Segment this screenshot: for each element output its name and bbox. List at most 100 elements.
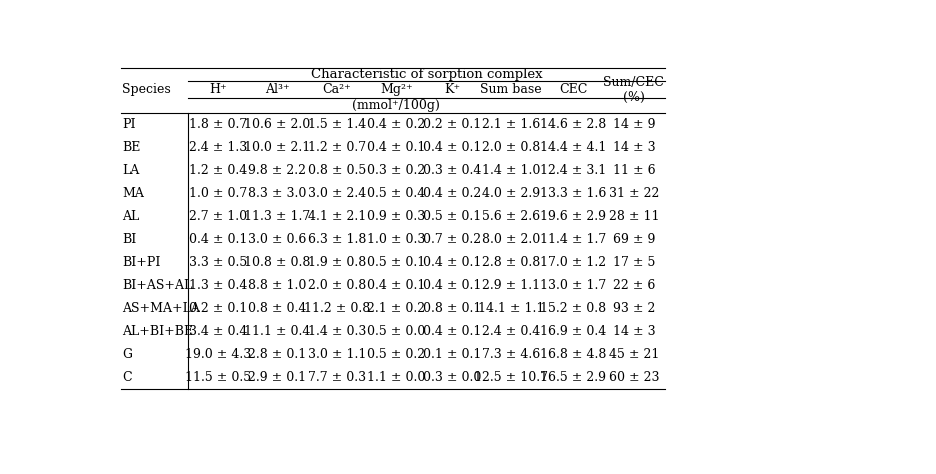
Text: 0.5 ± 0.0: 0.5 ± 0.0 [367,325,425,338]
Text: 0.2 ± 0.1: 0.2 ± 0.1 [189,302,247,315]
Text: 17.0 ± 1.2: 17.0 ± 1.2 [540,256,607,269]
Text: 1.9 ± 0.8: 1.9 ± 0.8 [308,256,366,269]
Text: 0.4 ± 0.2: 0.4 ± 0.2 [367,118,425,131]
Text: Sum/CEC
(%): Sum/CEC (%) [604,76,665,104]
Text: 2.1 ± 0.2: 2.1 ± 0.2 [367,302,425,315]
Text: 45 ± 21: 45 ± 21 [608,348,659,361]
Text: 11.4 ± 1.7: 11.4 ± 1.7 [540,233,607,246]
Text: Al³⁺: Al³⁺ [265,83,289,96]
Text: 60 ± 23: 60 ± 23 [608,372,659,384]
Text: 1.4 ± 0.3: 1.4 ± 0.3 [308,325,366,338]
Text: 10.0 ± 2.1: 10.0 ± 2.1 [244,141,311,155]
Text: 3.4 ± 0.4: 3.4 ± 0.4 [189,325,247,338]
Text: BI: BI [122,233,137,246]
Text: (mmol⁺/100g): (mmol⁺/100g) [352,99,440,112]
Text: 0.3 ± 0.2: 0.3 ± 0.2 [367,164,425,177]
Text: 28 ± 11: 28 ± 11 [608,210,659,223]
Text: 19.6 ± 2.9: 19.6 ± 2.9 [540,210,607,223]
Text: 14.1 ± 1.1: 14.1 ± 1.1 [477,302,544,315]
Text: 0.4 ± 0.1: 0.4 ± 0.1 [423,141,481,155]
Text: 16.9 ± 0.4: 16.9 ± 0.4 [540,325,607,338]
Text: 0.4 ± 0.1: 0.4 ± 0.1 [367,141,426,155]
Text: 13.3 ± 1.6: 13.3 ± 1.6 [540,187,607,201]
Text: AS+MA+LA: AS+MA+LA [122,302,200,315]
Text: 1.2 ± 0.7: 1.2 ± 0.7 [308,141,366,155]
Text: 0.5 ± 0.2: 0.5 ± 0.2 [367,348,425,361]
Text: 3.3 ± 0.5: 3.3 ± 0.5 [189,256,247,269]
Text: 2.1 ± 1.6: 2.1 ± 1.6 [482,118,540,131]
Text: 11.3 ± 1.7: 11.3 ± 1.7 [244,210,311,223]
Text: 2.8 ± 0.1: 2.8 ± 0.1 [248,348,306,361]
Text: 69 ± 9: 69 ± 9 [613,233,655,246]
Text: 13.0 ± 1.7: 13.0 ± 1.7 [540,279,607,292]
Text: 0.2 ± 0.1: 0.2 ± 0.1 [423,118,481,131]
Text: 7.7 ± 0.3: 7.7 ± 0.3 [308,372,366,384]
Text: 0.4 ± 0.2: 0.4 ± 0.2 [423,187,481,201]
Text: 2.0 ± 0.8: 2.0 ± 0.8 [482,141,540,155]
Text: 14.6 ± 2.8: 14.6 ± 2.8 [540,118,607,131]
Text: 0.5 ± 0.1: 0.5 ± 0.1 [423,210,481,223]
Text: BE: BE [122,141,140,155]
Text: C: C [122,372,132,384]
Text: H⁺: H⁺ [209,83,227,96]
Text: 12.4 ± 3.1: 12.4 ± 3.1 [540,164,607,177]
Text: 1.4 ± 1.0: 1.4 ± 1.0 [482,164,540,177]
Text: 15.2 ± 0.8: 15.2 ± 0.8 [540,302,607,315]
Text: AL+BI+BE: AL+BI+BE [122,325,193,338]
Text: 9.8 ± 2.2: 9.8 ± 2.2 [248,164,306,177]
Text: 14 ± 3: 14 ± 3 [612,141,655,155]
Text: 0.9 ± 0.3: 0.9 ± 0.3 [367,210,425,223]
Text: 1.0 ± 0.3: 1.0 ± 0.3 [367,233,426,246]
Text: 2.4 ± 0.4: 2.4 ± 0.4 [482,325,540,338]
Text: Species: Species [122,83,171,96]
Text: 0.8 ± 0.1: 0.8 ± 0.1 [423,302,481,315]
Text: 10.8 ± 0.8: 10.8 ± 0.8 [244,256,311,269]
Text: 93 ± 2: 93 ± 2 [613,302,655,315]
Text: 2.4 ± 1.3: 2.4 ± 1.3 [189,141,247,155]
Text: 6.3 ± 1.8: 6.3 ± 1.8 [308,233,366,246]
Text: 0.8 ± 0.5: 0.8 ± 0.5 [308,164,366,177]
Text: 22 ± 6: 22 ± 6 [613,279,655,292]
Text: G: G [122,348,132,361]
Text: 2.9 ± 0.1: 2.9 ± 0.1 [248,372,306,384]
Text: 16.8 ± 4.8: 16.8 ± 4.8 [540,348,607,361]
Text: 0.4 ± 0.1: 0.4 ± 0.1 [189,233,247,246]
Text: Ca²⁺: Ca²⁺ [322,83,351,96]
Text: BI+PI: BI+PI [122,256,160,269]
Text: 11 ± 6: 11 ± 6 [612,164,655,177]
Text: LA: LA [122,164,139,177]
Text: 4.0 ± 2.9: 4.0 ± 2.9 [482,187,540,201]
Text: 1.8 ± 0.7: 1.8 ± 0.7 [189,118,247,131]
Text: 7.3 ± 4.6: 7.3 ± 4.6 [482,348,540,361]
Text: 0.1 ± 0.1: 0.1 ± 0.1 [423,348,481,361]
Text: 0.3 ± 0.0: 0.3 ± 0.0 [423,372,481,384]
Text: Characteristic of sorption complex: Characteristic of sorption complex [311,68,542,81]
Text: 1.0 ± 0.7: 1.0 ± 0.7 [189,187,247,201]
Text: 11.1 ± 0.4: 11.1 ± 0.4 [244,325,311,338]
Text: 8.0 ± 2.0: 8.0 ± 2.0 [482,233,540,246]
Text: MA: MA [122,187,144,201]
Text: 31 ± 22: 31 ± 22 [608,187,659,201]
Text: K⁺: K⁺ [444,83,461,96]
Text: 2.9 ± 1.1: 2.9 ± 1.1 [482,279,540,292]
Text: 0.4 ± 0.1: 0.4 ± 0.1 [423,256,481,269]
Text: 11.2 ± 0.8: 11.2 ± 0.8 [303,302,370,315]
Text: 1.3 ± 0.4: 1.3 ± 0.4 [189,279,247,292]
Text: 4.1 ± 2.1: 4.1 ± 2.1 [308,210,366,223]
Text: 3.0 ± 0.6: 3.0 ± 0.6 [248,233,306,246]
Text: 14 ± 3: 14 ± 3 [612,325,655,338]
Text: 0.5 ± 0.4: 0.5 ± 0.4 [367,187,425,201]
Text: 12.5 ± 10.7: 12.5 ± 10.7 [474,372,548,384]
Text: 11.5 ± 0.5: 11.5 ± 0.5 [184,372,251,384]
Text: 0.7 ± 0.2: 0.7 ± 0.2 [423,233,481,246]
Text: 16.5 ± 2.9: 16.5 ± 2.9 [540,372,607,384]
Text: 1.5 ± 1.4: 1.5 ± 1.4 [308,118,366,131]
Text: Mg²⁺: Mg²⁺ [380,83,413,96]
Text: 0.8 ± 0.4: 0.8 ± 0.4 [248,302,306,315]
Text: 5.6 ± 2.6: 5.6 ± 2.6 [482,210,540,223]
Text: PI: PI [122,118,136,131]
Text: Sum base: Sum base [480,83,542,96]
Text: 17 ± 5: 17 ± 5 [613,256,655,269]
Text: 14 ± 9: 14 ± 9 [612,118,655,131]
Text: 2.8 ± 0.8: 2.8 ± 0.8 [482,256,540,269]
